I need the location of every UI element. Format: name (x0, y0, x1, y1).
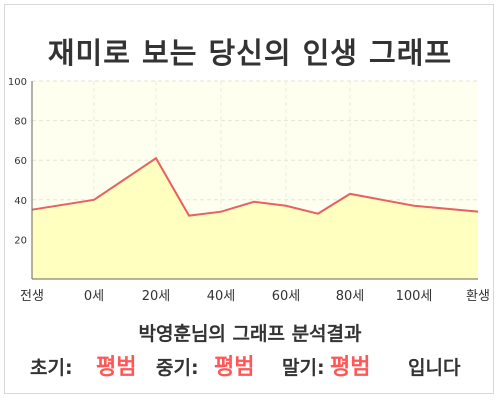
analysis-summary: 박영훈님의 그래프 분석결과 (138, 323, 362, 345)
x-tick-label: 60세 (272, 289, 301, 304)
y-tick-label: 100 (8, 77, 27, 88)
life-graph-chart: 20 40 60 80 100 전생 0세 20세 40세 60세 80세 100세 환생 (8, 77, 490, 304)
y-tick-label: 60 (14, 156, 27, 167)
verdict-line: 초기: 평범 중기: 평범 말기: 평범 입니다 (0, 347, 500, 380)
y-tick-label: 80 (14, 117, 27, 128)
ending-text: 입니다 (408, 357, 461, 379)
outer-frame (4, 4, 494, 394)
x-tick-label: 100세 (396, 289, 433, 304)
x-tick-label: 20세 (142, 289, 171, 304)
late-verdict: 평범 (330, 355, 371, 380)
x-tick-label: 환생 (466, 289, 490, 304)
x-tick-label: 전생 (20, 289, 44, 304)
x-tick-label: 40세 (207, 289, 236, 304)
late-label: 말기: (282, 357, 325, 379)
x-tick-label: 0세 (84, 289, 104, 304)
x-tick-label: 80세 (336, 289, 365, 304)
y-tick-label: 20 (14, 235, 27, 246)
early-label: 초기: (30, 357, 73, 379)
early-verdict: 평범 (96, 355, 137, 380)
mid-verdict: 평범 (214, 355, 255, 380)
series-line (31, 156, 479, 217)
area-fill (32, 158, 478, 279)
page-title: 재미로 보는 당신의 인생 그래프 (47, 36, 453, 70)
mid-label: 중기: (156, 357, 199, 379)
y-tick-label: 40 (14, 196, 27, 207)
